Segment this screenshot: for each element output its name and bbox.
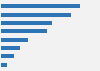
Bar xyxy=(1,54,14,58)
Bar xyxy=(1,4,80,8)
Bar xyxy=(1,63,7,67)
Bar xyxy=(1,13,71,17)
Bar xyxy=(1,38,28,42)
Bar xyxy=(1,29,47,33)
Bar xyxy=(1,21,52,25)
Bar xyxy=(1,46,20,50)
